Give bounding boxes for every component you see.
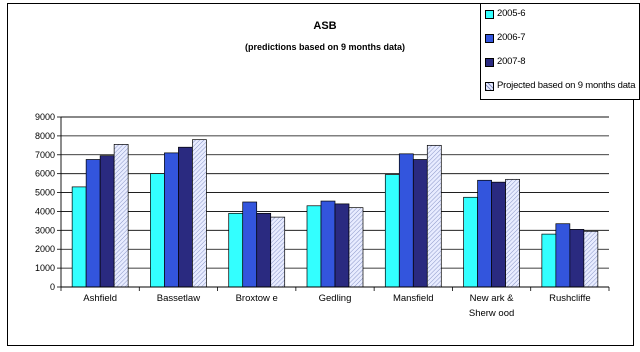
bar-2006-7 [164,152,179,288]
bar-2006-7 [242,201,258,288]
legend-swatch [485,10,494,19]
legend: 2005-6 2006-7 2007-8 Projected based on 9 m… [480,3,640,100]
bar-projected-based-on-9-months-data [192,139,207,288]
bar-2005-6 [71,186,87,288]
bar-2005-6 [463,196,478,288]
bar-2005-6 [150,173,165,288]
y-tick-label: 3000 [35,225,55,235]
bar-2007-8 [256,212,272,288]
bar-projected-based-on-9-months-data [426,144,442,288]
x-tick-label: Sherw ood [469,308,514,319]
legend-label: 2005-6 [497,8,526,19]
y-tick-label: 9000 [35,112,55,122]
bar-projected-based-on-9-months-data [348,207,364,288]
y-tick-label: 2000 [35,244,55,254]
x-tick-label: Mansfield [393,293,434,304]
bar-2007-8 [569,229,585,288]
legend-swatch [485,34,494,43]
y-tick-label: 4000 [35,206,55,216]
bar-projected-based-on-9-months-data [505,178,520,288]
y-tick-label: 7000 [35,150,55,160]
bar-2005-6 [306,205,322,288]
bar-2006-7 [555,223,571,288]
y-tick-label: 8000 [35,131,55,141]
legend-swatch [485,58,494,67]
bar-2006-7 [398,153,414,288]
x-tick-label: Gedling [319,293,352,304]
x-tick-label: Broxtow e [236,293,278,304]
bar-2007-8 [178,146,193,288]
chart-title: ASB [313,20,337,32]
x-tick-label: Rushcliffe [549,293,591,304]
bar-2006-7 [477,179,492,288]
bar-2005-6 [541,233,557,288]
bar-2005-6 [384,174,400,288]
legend-swatch [485,82,494,91]
x-tick-label: Ashfield [83,293,117,304]
legend-label: 2006-7 [497,32,526,43]
bar-2007-8 [412,159,428,288]
chart-subtitle: (predictions based on 9 months data) [244,42,406,52]
bar-2006-7 [320,200,336,288]
bar-2005-6 [228,212,244,288]
y-tick-label: 1000 [35,263,55,273]
x-tick-label: Bassetlaw [157,293,200,304]
bar-2007-8 [334,203,350,288]
bar-projected-based-on-9-months-data [583,230,599,288]
bar-projected-based-on-9-months-data [270,216,286,288]
y-tick-label: 5000 [35,188,55,198]
bar-2007-8 [99,155,115,288]
x-tick-label: New ark & [470,293,514,304]
bar-2006-7 [85,159,101,288]
legend-label: Projected based on 9 months data [497,80,636,91]
y-tick-label: 6000 [35,169,55,179]
bar-2007-8 [491,181,506,288]
y-tick-label: 0 [50,282,55,292]
bar-projected-based-on-9-months-data [113,144,129,288]
legend-label: 2007-8 [497,56,526,67]
